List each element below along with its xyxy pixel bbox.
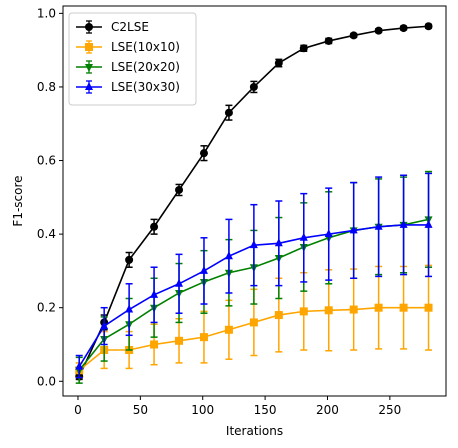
y-tick-label: 0.4 [37, 227, 56, 241]
y-axis: 0.0 0.2 0.4 0.6 0.8 1.0 [37, 6, 63, 388]
x-tick-label: 100 [191, 403, 214, 417]
data-point [125, 304, 134, 313]
data-point [324, 306, 333, 315]
data-point [199, 149, 208, 158]
data-point [324, 36, 333, 45]
data-point [224, 251, 233, 260]
data-point [224, 325, 233, 334]
data-point [424, 22, 433, 31]
data-point [175, 185, 184, 194]
legend-marker [85, 82, 93, 90]
data-point [150, 222, 159, 231]
data-point [175, 336, 184, 345]
legend-label: LSE(20x20) [111, 60, 180, 74]
legend-label: LSE(30x30) [111, 80, 180, 94]
data-point [75, 361, 84, 370]
data-point [374, 26, 383, 35]
x-tick-label: 250 [378, 403, 401, 417]
legend-marker [85, 43, 93, 51]
series-0 [75, 22, 433, 381]
data-point [249, 82, 258, 91]
y-tick-label: 1.0 [37, 6, 56, 20]
data-point [324, 229, 333, 238]
legend-box [68, 12, 197, 106]
data-point [100, 321, 109, 330]
data-point [299, 232, 308, 241]
x-tick-label: 200 [316, 403, 339, 417]
legend-item: LSE(20x20) [76, 60, 180, 74]
legend-item: LSE(10x10) [76, 40, 180, 54]
x-tick-label: 50 [133, 403, 148, 417]
y-axis-label: F1-score [11, 175, 25, 226]
data-point [150, 289, 159, 298]
data-point [349, 305, 358, 314]
x-axis-label: Iterations [226, 424, 283, 438]
data-point [274, 311, 283, 320]
data-point [399, 219, 408, 228]
data-point [274, 238, 283, 247]
data-point [249, 318, 258, 327]
data-point [424, 219, 433, 228]
series-3 [75, 172, 433, 379]
y-tick-label: 0.2 [37, 301, 56, 315]
legend: C2LSE LSE(10x10) LSE(20x20) LSE(30x30) [68, 12, 197, 106]
legend-marker [85, 64, 93, 72]
data-point [299, 44, 308, 53]
data-point [224, 108, 233, 117]
data-point [399, 24, 408, 33]
data-point [249, 240, 258, 249]
data-point [399, 303, 408, 312]
legend-label: LSE(10x10) [111, 40, 180, 54]
data-point [199, 333, 208, 342]
legend-item: LSE(30x30) [76, 80, 180, 94]
y-tick-label: 0.8 [37, 80, 56, 94]
series-layer [75, 22, 433, 384]
data-point [374, 303, 383, 312]
y-tick-label: 0.6 [37, 154, 56, 168]
x-tick-label: 0 [74, 403, 82, 417]
data-point [199, 265, 208, 274]
data-point [349, 225, 358, 234]
data-point [349, 31, 358, 40]
data-point [150, 340, 159, 349]
legend-item: C2LSE [76, 20, 149, 34]
data-point [374, 221, 383, 230]
legend-label: C2LSE [111, 20, 149, 34]
data-point [299, 307, 308, 316]
x-tick-label: 150 [254, 403, 277, 417]
data-point [175, 278, 184, 287]
x-axis: 0 50 100 150 200 250 [74, 396, 401, 417]
data-point [424, 303, 433, 312]
plot-frame [62, 5, 447, 397]
legend-marker [85, 23, 93, 31]
data-point [125, 255, 134, 264]
y-tick-label: 0.0 [37, 374, 56, 388]
data-point [274, 59, 283, 68]
